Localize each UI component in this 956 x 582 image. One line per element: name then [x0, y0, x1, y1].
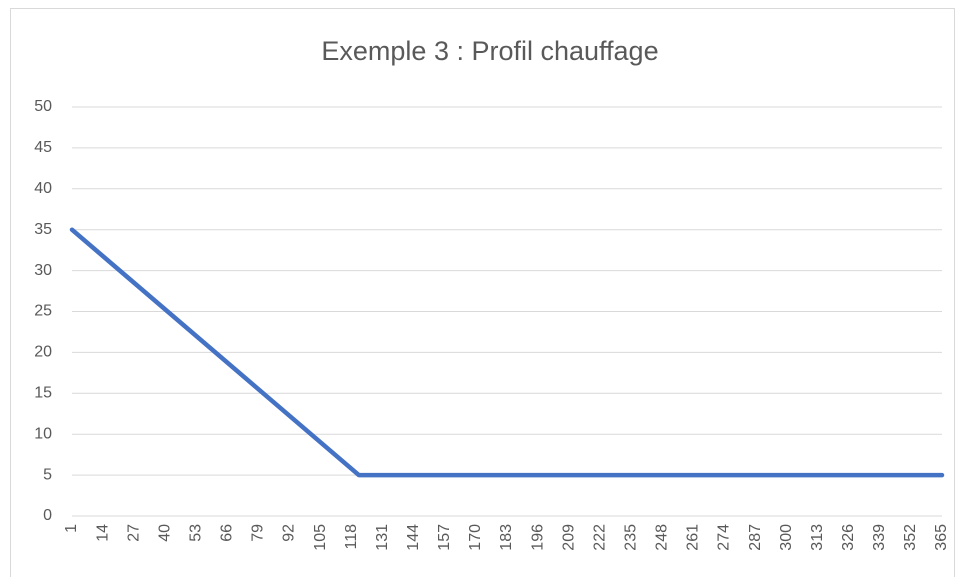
x-tick-label: 118: [343, 524, 360, 550]
x-tick-label: 365: [933, 524, 950, 551]
y-tick-label: 30: [34, 262, 52, 279]
y-tick-label: 40: [34, 180, 52, 197]
y-tick-label: 35: [34, 221, 52, 238]
x-tick-label: 1: [63, 524, 80, 533]
x-tick-label: 170: [467, 524, 484, 551]
y-tick-label: 5: [43, 466, 52, 483]
x-tick-label: 183: [498, 524, 515, 551]
x-tick-label: 40: [156, 524, 173, 542]
x-tick-label: 313: [809, 524, 826, 551]
x-tick-label: 300: [778, 524, 795, 551]
x-tick-label: 131: [374, 524, 391, 551]
y-tick-label: 50: [34, 98, 52, 115]
x-tick-label: 326: [840, 524, 857, 551]
x-tick-label: 235: [623, 524, 640, 551]
y-tick-label: 20: [34, 344, 52, 361]
x-tick-label: 79: [250, 524, 267, 542]
x-tick-label: 144: [405, 524, 422, 551]
x-tick-label: 287: [747, 524, 764, 551]
data-line: [69, 227, 945, 478]
y-tick-label: 0: [43, 507, 52, 524]
x-tick-label: 27: [125, 524, 142, 542]
x-tick-label: 53: [188, 524, 205, 542]
x-tick-label: 352: [902, 524, 919, 551]
x-tick-label: 261: [685, 524, 702, 551]
x-tick-label: 92: [281, 524, 298, 542]
x-tick-label: 14: [94, 524, 111, 542]
y-tick-label: 45: [34, 139, 52, 156]
x-tick-label: 66: [219, 524, 236, 542]
chart-frame: [10, 8, 955, 579]
x-tick-label: 105: [312, 524, 329, 551]
x-tick-label: 196: [529, 524, 546, 551]
x-tick-label: 339: [871, 524, 888, 551]
x-tick-label: 222: [591, 524, 608, 551]
y-tick-label: 25: [34, 303, 52, 320]
x-tick-label: 157: [436, 524, 453, 551]
x-tick-label: 274: [716, 524, 733, 551]
x-tick-label: 209: [560, 524, 577, 551]
x-tick-label: 248: [654, 524, 671, 551]
y-tick-label: 15: [34, 385, 52, 402]
y-tick-label: 10: [34, 425, 52, 442]
chart-title: Exemple 3 : Profil chauffage: [321, 36, 658, 66]
